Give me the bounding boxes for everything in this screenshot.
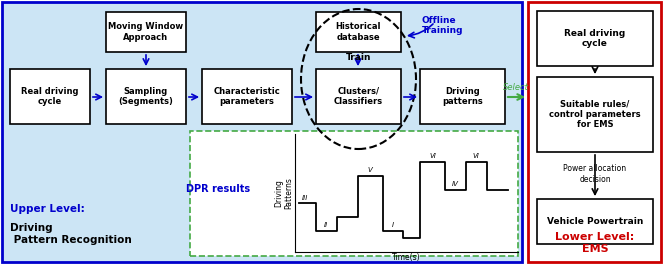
FancyBboxPatch shape — [2, 2, 522, 262]
FancyBboxPatch shape — [106, 69, 186, 124]
Text: Power allocation
decision: Power allocation decision — [564, 164, 627, 184]
Text: Historical
database: Historical database — [335, 22, 381, 42]
Text: Real driving
cycle: Real driving cycle — [21, 87, 79, 106]
Text: Sampling
(Segments): Sampling (Segments) — [119, 87, 174, 106]
Text: Offline
Training: Offline Training — [422, 16, 463, 35]
Text: Characteristic
parameters: Characteristic parameters — [213, 87, 280, 106]
Text: Suitable rules/
control parameters
for EMS: Suitable rules/ control parameters for E… — [549, 100, 641, 129]
FancyBboxPatch shape — [537, 77, 653, 152]
Text: DPR results: DPR results — [186, 184, 250, 194]
FancyBboxPatch shape — [420, 69, 505, 124]
FancyBboxPatch shape — [316, 12, 401, 52]
Text: Driving
patterns: Driving patterns — [442, 87, 483, 106]
Text: Real driving
cycle: Real driving cycle — [564, 29, 626, 48]
Text: Lower Level:
EMS: Lower Level: EMS — [556, 232, 634, 254]
Text: Upper Level:: Upper Level: — [10, 204, 88, 214]
Text: Vehicle Powertrain: Vehicle Powertrain — [547, 217, 643, 226]
Text: Select: Select — [503, 83, 529, 92]
FancyBboxPatch shape — [190, 131, 518, 256]
Text: Moving Window
Approach: Moving Window Approach — [109, 22, 184, 42]
Text: Clusters/
Classifiers: Clusters/ Classifiers — [334, 87, 383, 106]
Text: Driving
 Pattern Recognition: Driving Pattern Recognition — [10, 223, 132, 245]
FancyBboxPatch shape — [537, 11, 653, 66]
FancyBboxPatch shape — [537, 199, 653, 244]
FancyBboxPatch shape — [106, 12, 186, 52]
FancyBboxPatch shape — [316, 69, 401, 124]
Text: Train: Train — [345, 53, 371, 62]
FancyBboxPatch shape — [202, 69, 292, 124]
FancyBboxPatch shape — [10, 69, 90, 124]
FancyBboxPatch shape — [528, 2, 661, 262]
